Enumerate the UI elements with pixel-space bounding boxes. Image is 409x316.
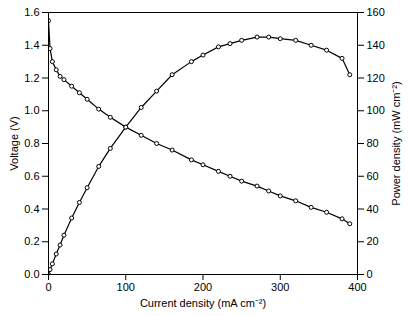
svg-text:0.6: 0.6	[24, 170, 39, 182]
svg-text:100: 100	[117, 281, 135, 293]
svg-text:160: 160	[367, 6, 385, 18]
svg-text:Voltage (V): Voltage (V)	[8, 116, 20, 170]
svg-text:0.8: 0.8	[24, 137, 39, 149]
svg-text:80: 80	[367, 137, 379, 149]
svg-text:0.2: 0.2	[24, 235, 39, 247]
svg-text:20: 20	[367, 235, 379, 247]
svg-text:Power density (mW cm⁻²): Power density (mW cm⁻²)	[390, 81, 402, 205]
svg-text:120: 120	[367, 72, 385, 84]
svg-text:400: 400	[348, 281, 366, 293]
svg-text:0: 0	[45, 281, 51, 293]
svg-text:1.6: 1.6	[24, 6, 39, 18]
svg-text:0.0: 0.0	[24, 268, 39, 280]
svg-text:60: 60	[367, 170, 379, 182]
svg-text:100: 100	[367, 104, 385, 116]
svg-text:140: 140	[367, 39, 385, 51]
svg-text:300: 300	[271, 281, 289, 293]
svg-text:Current density (mA cm⁻²): Current density (mA cm⁻²)	[140, 297, 266, 309]
svg-text:40: 40	[367, 203, 379, 215]
svg-text:200: 200	[194, 281, 212, 293]
svg-text:1.4: 1.4	[24, 39, 39, 51]
svg-text:1.0: 1.0	[24, 104, 39, 116]
svg-text:0.4: 0.4	[24, 203, 39, 215]
svg-text:1.2: 1.2	[24, 72, 39, 84]
svg-text:0: 0	[367, 268, 373, 280]
